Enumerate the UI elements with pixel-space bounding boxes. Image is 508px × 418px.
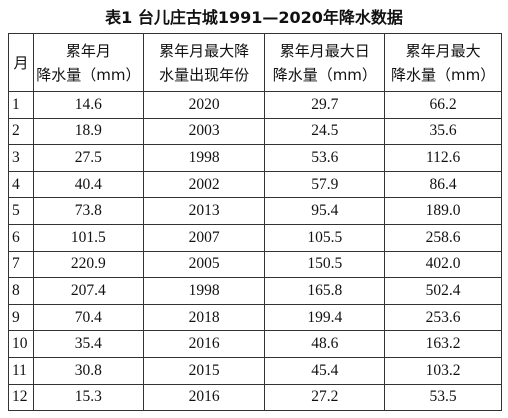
- table-cell: 2005: [142, 250, 266, 279]
- header-cell: 月: [8, 33, 34, 92]
- table-cell: 4: [8, 170, 34, 199]
- header-cell: 累年月最大日 降水量（mm）: [264, 33, 386, 92]
- table-cell: 35.4: [32, 330, 144, 358]
- table: 月累年月 降水量（mm） 累年月最大降 水量出现年份 累年月最大日 降水量（mm） 累年月最…: [8, 33, 502, 412]
- table-cell: 30.8: [32, 356, 144, 385]
- table-cell: 101.5: [32, 223, 144, 252]
- header-cell: 累年月最大降 水量出现年份: [142, 33, 266, 92]
- table-cell: 199.4: [264, 303, 386, 332]
- table-cell: 45.4: [264, 356, 386, 385]
- table-cell: 1: [8, 91, 34, 119]
- table-cell: 220.9: [32, 250, 144, 279]
- table-cell: 66.2: [384, 91, 502, 119]
- table-cell: 29.7: [264, 91, 386, 119]
- table-row: 5 73.8 2013 95.4 189.0: [8, 197, 502, 225]
- table-cell: 86.4: [384, 170, 502, 199]
- table-cell: 40.4: [32, 170, 144, 199]
- table-cell: 2016: [142, 330, 266, 358]
- table-cell: 258.6: [384, 223, 502, 252]
- table-cell: 5: [8, 197, 34, 225]
- table-cell: 27.2: [264, 383, 386, 412]
- header-row: 月累年月 降水量（mm） 累年月最大降 水量出现年份 累年月最大日 降水量（mm） 累年月最…: [8, 33, 502, 92]
- header-text: 月: [13, 53, 29, 72]
- table-cell: 3: [8, 144, 34, 172]
- table-cell: 53.5: [384, 383, 502, 412]
- table-cell: 2013: [142, 197, 266, 225]
- table-title: 表1 台儿庄古城1991—2020年降水数据: [105, 8, 403, 27]
- table-cell: 1998: [142, 277, 266, 305]
- header-cell: 累年月降水量（mm）: [32, 33, 144, 92]
- table-row: 1 14.6 2020 29.7 66.2: [8, 91, 502, 119]
- table-row: 6 101.5 2007 105.5 258.6: [8, 223, 502, 252]
- table-cell: 24.5: [264, 117, 386, 146]
- table-cell: 15.3: [32, 383, 144, 412]
- table-row: 10 35.4 2016 48.6 163.2: [8, 330, 502, 358]
- table-row: 7 220.9 2005 150.5 402.0: [8, 250, 502, 279]
- table-cell: 402.0: [384, 250, 502, 279]
- table-cell: 2: [8, 117, 34, 146]
- table-cell: 27.5: [32, 144, 144, 172]
- table-cell: 163.2: [384, 330, 502, 358]
- table-cell: 53.6: [264, 144, 386, 172]
- table-cell: 2007: [142, 223, 266, 252]
- table-cell: 12: [8, 383, 34, 412]
- table-cell: 253.6: [384, 303, 502, 332]
- table-cell: 1998: [142, 144, 266, 172]
- table-cell: 207.4: [32, 277, 144, 305]
- table-cell: 2002: [142, 170, 266, 199]
- table-row: 8 207.4 1998 165.8 502.4: [8, 277, 502, 305]
- table-cell: 189.0: [384, 197, 502, 225]
- header-text: 水量出现年份: [159, 65, 250, 84]
- header-cell: 累年月最大降水量（mm）: [384, 33, 502, 92]
- table-cell: 14.6: [32, 91, 144, 119]
- header-text: 累年月最大降: [159, 41, 250, 60]
- table-cell: 2003: [142, 117, 266, 146]
- header-text: 降水量（mm）: [390, 65, 496, 84]
- header-text: 累年月: [65, 41, 111, 60]
- table-cell: 103.2: [384, 356, 502, 385]
- table-cell: 165.8: [264, 277, 386, 305]
- table-cell: 150.5: [264, 250, 386, 279]
- table-row: 3 27.5 1998 53.6 112.6: [8, 144, 502, 172]
- table-cell: 502.4: [384, 277, 502, 305]
- table-cell: 10: [8, 330, 34, 358]
- table-cell: 7: [8, 250, 34, 279]
- table-row: 2 18.9 2003 24.5 35.6: [8, 117, 502, 146]
- table-cell: 57.9: [264, 170, 386, 199]
- table-cell: 95.4: [264, 197, 386, 225]
- table-cell: 2018: [142, 303, 266, 332]
- table-row: 9 70.4 2018 199.4 253.6: [8, 303, 502, 332]
- table-cell: 18.9: [32, 117, 144, 146]
- header-text: 累年月最大日: [279, 41, 370, 60]
- header-text: 累年月最大: [405, 41, 481, 60]
- table-cell: 2016: [142, 383, 266, 412]
- header-text: 降水量（mm）: [272, 65, 377, 84]
- table-body: 1 14.6 2020 29.7 66.2 2 18.9 2003 24.5 35.6 3 27.5 1…: [8, 91, 502, 412]
- table-cell: 105.5: [264, 223, 386, 252]
- table-cell: 2020: [142, 91, 266, 119]
- table-cell: 73.8: [32, 197, 144, 225]
- table-cell: 6: [8, 223, 34, 252]
- table-row: 4 40.4 2002 57.9 86.4: [8, 170, 502, 199]
- table-cell: 70.4: [32, 303, 144, 332]
- table-cell: 11: [8, 356, 34, 385]
- table-cell: 48.6: [264, 330, 386, 358]
- table-row: 12 15.3 2016 27.2 53.5: [8, 383, 502, 412]
- table-cell: 35.6: [384, 117, 502, 146]
- table-row: 11 30.8 2015 45.4 103.2: [8, 356, 502, 385]
- table-cell: 9: [8, 303, 34, 332]
- table-cell: 2015: [142, 356, 266, 385]
- header-text: 降水量（mm）: [36, 65, 141, 84]
- table-cell: 112.6: [384, 144, 502, 172]
- table-cell: 8: [8, 277, 34, 305]
